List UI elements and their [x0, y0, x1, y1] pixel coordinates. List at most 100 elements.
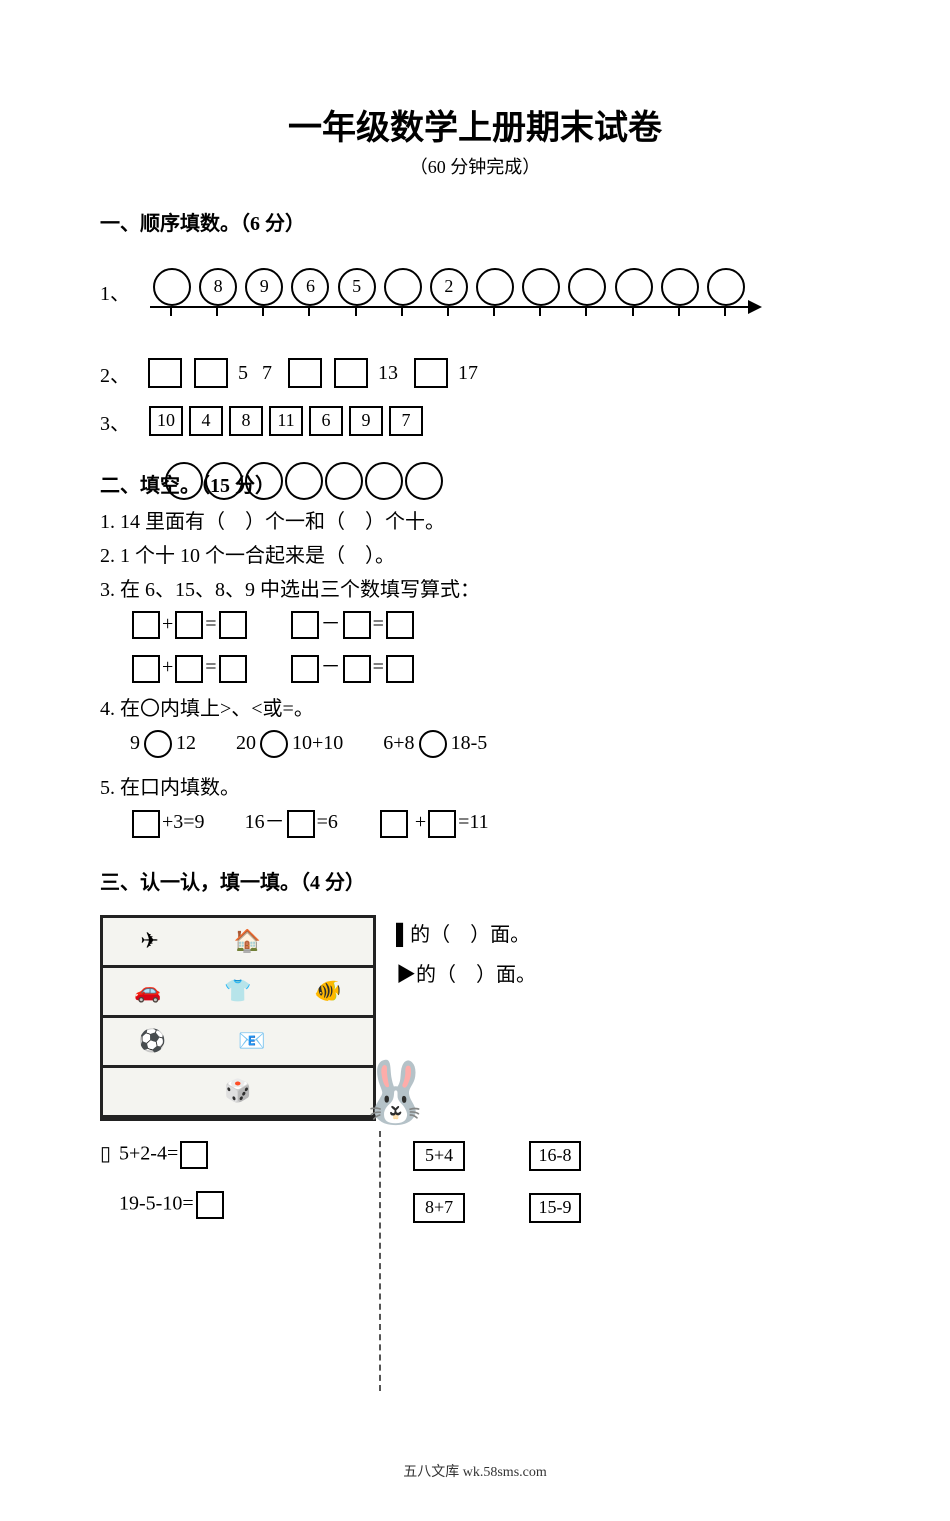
exam-page: 一年级数学上册期末试卷 （60 分钟完成） 一、顺序填数。（6 分） 1、 89… [0, 0, 950, 1521]
numline-circle: 9 [245, 268, 283, 306]
overlay-circles [165, 462, 445, 500]
s4-l2-lhs: 19-5-10= [119, 1192, 194, 1214]
number-box: 11 [269, 406, 303, 436]
fill-box [334, 358, 368, 388]
s2-q5-body: +3=9 16－=6 +=11 [130, 808, 850, 837]
overlay-circle [405, 462, 443, 500]
numline-tick [678, 306, 680, 316]
s2-q4-head: 4. 在〇内填上>、<或=。 [100, 695, 850, 723]
compare-circle [260, 730, 288, 758]
q4b-left: 20 [236, 732, 256, 754]
numline-circle: 6 [291, 268, 329, 306]
shelf-line2: ▶的（ ）面。 [396, 955, 536, 995]
eq-box [291, 655, 319, 683]
numline-tick [170, 306, 172, 316]
numline-circle [568, 268, 606, 306]
numline-tick [447, 306, 449, 316]
numline-tick [585, 306, 587, 316]
seq-number: 5 [238, 362, 248, 385]
overlay-circle [205, 462, 243, 500]
rabbit-icon: 🐰 [358, 1057, 433, 1128]
s4-left-r1: 5+2-4= [119, 1141, 369, 1169]
q1-row: 1、 89652 [100, 246, 850, 336]
shelf-right-text: ▌的（ ）面。 ▶的（ ）面。 [396, 895, 536, 995]
numline-tick [262, 306, 264, 316]
numline-tick [308, 306, 310, 316]
eq-box [386, 655, 414, 683]
numline-circle [707, 268, 745, 306]
expr-box: 16-8 [529, 1141, 581, 1171]
number-box: 6 [309, 406, 343, 436]
section4-prefix-box: ▯ [100, 1141, 111, 1166]
page-subtitle: （60 分钟完成） [100, 153, 850, 179]
numline-circle: 2 [430, 268, 468, 306]
numline-tick [724, 306, 726, 316]
s4-right-r2: 8+7 15-9 [411, 1193, 583, 1223]
s2-q5-head: 5. 在口内填数。 [100, 774, 850, 802]
s2-q3-eq-row2: += －= [130, 653, 850, 682]
seq-number: 13 [378, 362, 398, 385]
eq-box [219, 611, 247, 639]
numline-tick [401, 306, 403, 316]
s2-q2: 2. 1 个十 10 个一合起来是（ ）。 [100, 542, 850, 570]
numline-tick [539, 306, 541, 316]
q3-prefix: 3、 [100, 407, 130, 436]
q5c-tail: =11 [458, 811, 489, 833]
shelf-wrap: ✈🏠🚗👕🐠⚽📧🎲🐰 ▌的（ ）面。 ▶的（ ）面。 [100, 895, 850, 1121]
eq-box [287, 810, 315, 838]
eq-box [291, 611, 319, 639]
seq-number: 7 [262, 362, 272, 385]
number-box: 9 [349, 406, 383, 436]
page-footer: 五八文库 wk.58sms.com [100, 1461, 850, 1481]
numline-circle [522, 268, 560, 306]
shelf-layer: ⚽📧 [103, 1018, 373, 1068]
section2-heading: 二、填空。（15 分） [100, 464, 850, 502]
seq-number: 17 [458, 362, 478, 385]
section4-row: ▯ 5+2-4= 19-5-10= 5+4 16-8 8+7 15-9 [100, 1141, 850, 1391]
q5a-tail: +3=9 [162, 811, 205, 833]
numline-circle [661, 268, 699, 306]
number-line: 8965 2 [150, 266, 770, 336]
numline-axis [150, 306, 750, 308]
shelf-line1: ▌的（ ）面。 [396, 915, 536, 955]
s2-q3-eq-row1: += －= [130, 610, 850, 639]
eq-box [132, 611, 160, 639]
compare-circle [419, 730, 447, 758]
overlay-circle [365, 462, 403, 500]
eq-box [132, 655, 160, 683]
s2-q4-body: 912 2010+10 6+818-5 [130, 729, 850, 758]
eq-box [219, 655, 247, 683]
s2-q1: 1. 14 里面有（ ）个一和（ ）个十。 [100, 508, 850, 536]
section4-right: 5+4 16-8 8+7 15-9 [411, 1141, 583, 1245]
expr-box: 15-9 [529, 1193, 581, 1223]
numline-tick [216, 306, 218, 316]
s4-left-r2: 19-5-10= [119, 1191, 369, 1219]
eq-box [428, 810, 456, 838]
q4a-left: 9 [130, 732, 140, 754]
eq-box [343, 611, 371, 639]
numline-tick [493, 306, 495, 316]
overlay-circle [325, 462, 363, 500]
q4c-right: 18-5 [451, 732, 488, 754]
shelf-line1-icon: ▌ [396, 924, 410, 946]
numline-arrow-icon [748, 300, 762, 314]
fill-box [414, 358, 448, 388]
numline-tick [355, 306, 357, 316]
fill-box [194, 358, 228, 388]
numline-circle: 8 [199, 268, 237, 306]
number-box: 8 [229, 406, 263, 436]
q2-prefix: 2、 [100, 359, 130, 388]
q5b-tail: =6 [317, 811, 338, 833]
shelf-item-icon: 🐠 [314, 978, 341, 1004]
numline-tick [632, 306, 634, 316]
numline-circle: 5 [338, 268, 376, 306]
shelf-item-icon: 👕 [224, 978, 251, 1004]
shelf-image: ✈🏠🚗👕🐠⚽📧🎲🐰 [100, 915, 376, 1121]
s4-l1-lhs: 5+2-4= [119, 1142, 178, 1164]
answer-box [180, 1141, 208, 1169]
section4-left: 5+2-4= 19-5-10= [119, 1141, 369, 1241]
shelf-layer: ✈🏠 [103, 918, 373, 968]
shelf-layer: 🚗👕🐠 [103, 968, 373, 1018]
dashed-divider [379, 1131, 381, 1391]
number-box: 4 [189, 406, 223, 436]
